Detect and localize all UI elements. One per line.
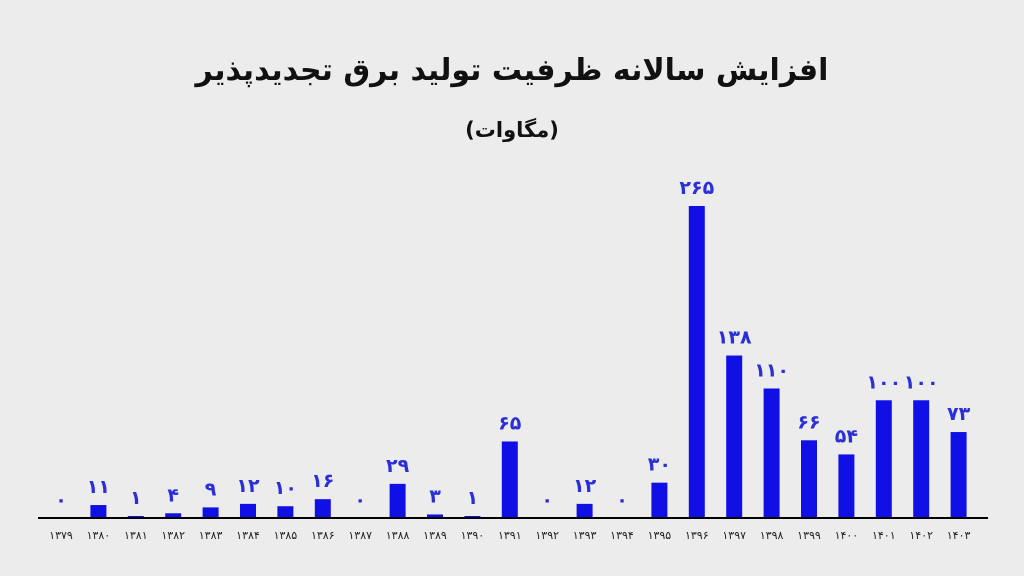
bar-10: [427, 514, 443, 518]
x-tick-label-11: ۱۳۹۰: [461, 529, 485, 542]
x-tick-label-18: ۱۳۹۷: [722, 529, 746, 542]
bar-21: [838, 454, 855, 518]
bar-1: [90, 505, 107, 518]
bar-19: [763, 388, 780, 518]
bar-5: [240, 503, 256, 518]
x-tick-label-24: ۱۴۰۳: [947, 529, 971, 542]
x-tick-label-20: ۱۳۹۹: [797, 529, 821, 542]
x-tick-label-2: ۱۳۸۱: [124, 529, 148, 542]
bar-14: [576, 503, 593, 518]
value-label-15: ۰: [616, 489, 628, 511]
value-label-11: ۱: [467, 487, 479, 509]
value-label-0: ۰: [55, 489, 67, 511]
bar-22: [875, 400, 892, 518]
value-label-5: ۱۲: [236, 475, 260, 497]
x-tick-label-15: ۱۳۹۴: [610, 529, 634, 542]
bar-4: [202, 507, 219, 518]
value-label-8: ۰: [354, 489, 366, 511]
value-label-20: ۶۶: [797, 411, 820, 433]
x-tick-label-4: ۱۳۸۳: [199, 529, 223, 542]
bar-9: [389, 483, 406, 518]
value-label-9: ۲۹: [386, 455, 410, 477]
bar-16: [651, 482, 668, 518]
value-label-7: ۱۶: [311, 470, 334, 492]
bar-23: [913, 400, 930, 518]
x-tick-label-0: ۱۳۷۹: [49, 529, 73, 542]
value-label-13: ۰: [541, 489, 553, 511]
value-label-14: ۱۲: [573, 475, 597, 497]
bars-group: [90, 206, 967, 518]
x-tick-label-1: ۱۳۸۰: [87, 529, 111, 542]
value-label-16: ۳۰: [648, 454, 671, 476]
value-label-23: ۱۰۰: [904, 371, 939, 393]
value-label-18: ۱۳۸: [717, 327, 752, 349]
x-tick-label-14: ۱۳۹۳: [573, 529, 597, 542]
value-label-12: ۶۵: [498, 412, 522, 434]
bar-6: [277, 506, 294, 518]
x-tick-label-21: ۱۴۰۰: [835, 529, 859, 542]
value-label-1: ۱۱: [87, 476, 110, 498]
value-label-17: ۲۶۵: [679, 177, 714, 199]
x-tick-label-10: ۱۳۸۹: [423, 529, 447, 542]
value-label-3: ۴: [167, 484, 179, 506]
value-label-24: ۷۳: [947, 403, 971, 425]
bar-7: [314, 499, 331, 518]
x-tick-label-7: ۱۳۸۶: [311, 529, 335, 542]
bar-18: [726, 355, 743, 518]
bar-17: [688, 206, 705, 518]
x-tick-label-22: ۱۴۰۱: [872, 529, 896, 542]
x-tick-label-5: ۱۳۸۴: [236, 529, 260, 542]
x-tick-label-9: ۱۳۸۸: [386, 529, 410, 542]
x-tick-label-3: ۱۳۸۲: [161, 529, 185, 542]
x-tick-label-19: ۱۳۹۸: [760, 529, 784, 542]
value-label-6: ۱۰: [274, 477, 297, 499]
x-tick-label-8: ۱۳۸۷: [348, 529, 372, 542]
value-label-4: ۹: [205, 478, 217, 500]
value-label-19: ۱۱۰: [754, 359, 789, 381]
bar-3: [165, 513, 182, 518]
bar-20: [801, 440, 817, 518]
chart-subtitle: (مگاوات): [465, 117, 559, 142]
x-tick-label-17: ۱۳۹۶: [685, 529, 709, 542]
x-tick-label-12: ۱۳۹۱: [498, 529, 522, 542]
x-tick-label-6: ۱۳۸۵: [274, 529, 298, 542]
value-label-10: ۳: [429, 485, 441, 507]
bar-24: [950, 432, 967, 518]
x-tick-labels-group: ۱۳۷۹ ۱۳۸۰ ۱۳۸۱ ۱۳۸۲ ۱۳۸۳ ۱۳۸۴ ۱۳۸۵ ۱۳۸۶ ۱۳۸۷ ۱۳۸۸…: [49, 529, 970, 542]
value-label-2: ۱: [130, 487, 142, 509]
x-tick-label-23: ۱۴۰۲: [909, 529, 933, 542]
value-label-22: ۱۰۰: [866, 371, 901, 393]
bar-12: [501, 441, 518, 518]
chart-title: افزایش سالانه ظرفیت تولید برق تجدیدپذیر: [194, 53, 829, 88]
x-tick-label-16: ۱۳۹۵: [648, 529, 672, 542]
value-label-21: ۵۴: [835, 425, 858, 447]
x-tick-label-13: ۱۳۹۲: [535, 529, 559, 542]
